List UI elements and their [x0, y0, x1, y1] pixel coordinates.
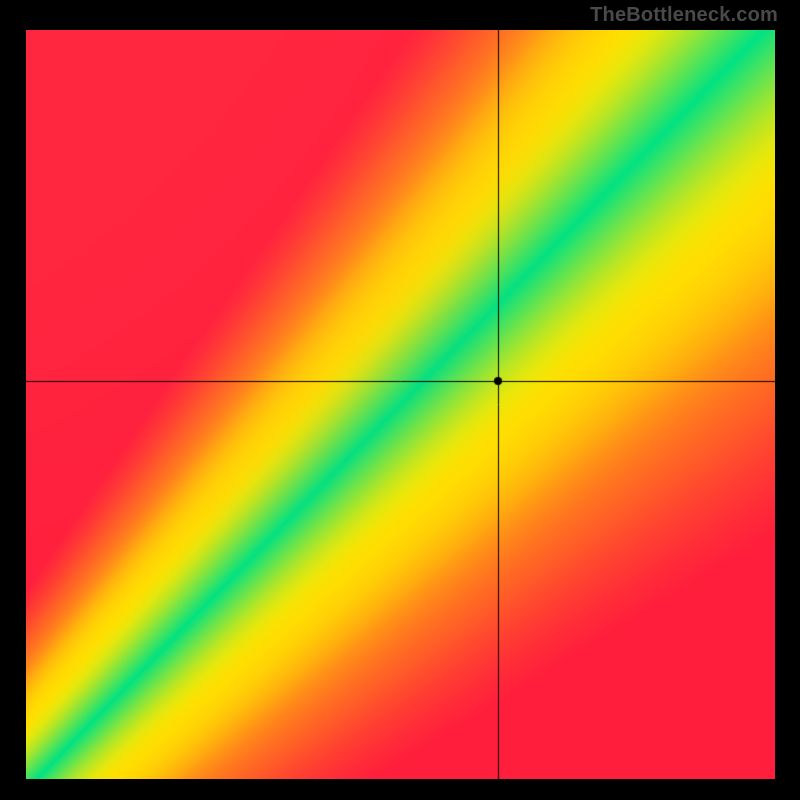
- bottleneck-heatmap-canvas: [26, 30, 775, 779]
- watermark-text: TheBottleneck.com: [0, 4, 800, 27]
- chart-wrapper: TheBottleneck.com: [0, 0, 800, 800]
